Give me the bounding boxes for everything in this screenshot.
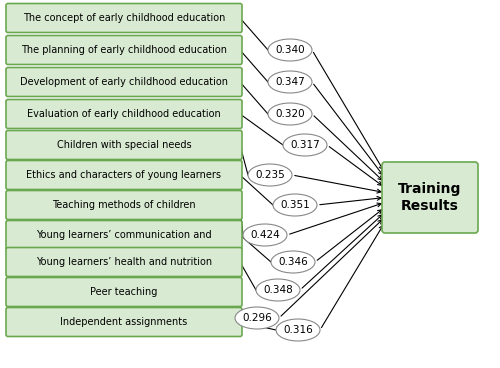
Text: Ethics and characters of young learners: Ethics and characters of young learners bbox=[26, 170, 222, 180]
Text: Development of early childhood education: Development of early childhood education bbox=[20, 77, 228, 87]
Text: Children with special needs: Children with special needs bbox=[56, 140, 192, 150]
Text: 0.424: 0.424 bbox=[250, 230, 280, 240]
Ellipse shape bbox=[243, 224, 287, 246]
Text: Training
Results: Training Results bbox=[398, 183, 462, 213]
Text: 0.317: 0.317 bbox=[290, 140, 320, 150]
FancyBboxPatch shape bbox=[6, 220, 242, 250]
Text: 0.348: 0.348 bbox=[263, 285, 293, 295]
Text: 0.296: 0.296 bbox=[242, 313, 272, 323]
Text: Teaching methods of children: Teaching methods of children bbox=[52, 200, 196, 210]
Text: 0.235: 0.235 bbox=[255, 170, 285, 180]
Ellipse shape bbox=[268, 39, 312, 61]
Ellipse shape bbox=[268, 103, 312, 125]
FancyBboxPatch shape bbox=[6, 277, 242, 307]
Text: The concept of early childhood education: The concept of early childhood education bbox=[23, 13, 225, 23]
Ellipse shape bbox=[235, 307, 279, 329]
FancyBboxPatch shape bbox=[6, 4, 242, 32]
Text: The planning of early childhood education: The planning of early childhood educatio… bbox=[21, 45, 227, 55]
Ellipse shape bbox=[276, 319, 320, 341]
Text: Peer teaching: Peer teaching bbox=[90, 287, 158, 297]
Text: 0.347: 0.347 bbox=[275, 77, 305, 87]
Text: Independent assignments: Independent assignments bbox=[60, 317, 188, 327]
Ellipse shape bbox=[256, 279, 300, 301]
Text: 0.320: 0.320 bbox=[275, 109, 305, 119]
Ellipse shape bbox=[248, 164, 292, 186]
Text: 0.351: 0.351 bbox=[280, 200, 310, 210]
FancyBboxPatch shape bbox=[6, 191, 242, 219]
FancyBboxPatch shape bbox=[6, 248, 242, 276]
Text: 0.316: 0.316 bbox=[283, 325, 313, 335]
Text: Young learners’ communication and: Young learners’ communication and bbox=[36, 230, 212, 240]
FancyBboxPatch shape bbox=[6, 67, 242, 96]
Text: Young learners’ health and nutrition: Young learners’ health and nutrition bbox=[36, 257, 212, 267]
Text: 0.346: 0.346 bbox=[278, 257, 308, 267]
FancyBboxPatch shape bbox=[6, 99, 242, 128]
Text: Evaluation of early childhood education: Evaluation of early childhood education bbox=[27, 109, 221, 119]
Ellipse shape bbox=[271, 251, 315, 273]
FancyBboxPatch shape bbox=[6, 308, 242, 336]
Text: 0.340: 0.340 bbox=[275, 45, 305, 55]
Ellipse shape bbox=[268, 71, 312, 93]
FancyBboxPatch shape bbox=[6, 160, 242, 190]
FancyBboxPatch shape bbox=[6, 131, 242, 159]
FancyBboxPatch shape bbox=[6, 35, 242, 64]
Ellipse shape bbox=[283, 134, 327, 156]
Ellipse shape bbox=[273, 194, 317, 216]
FancyBboxPatch shape bbox=[382, 162, 478, 233]
